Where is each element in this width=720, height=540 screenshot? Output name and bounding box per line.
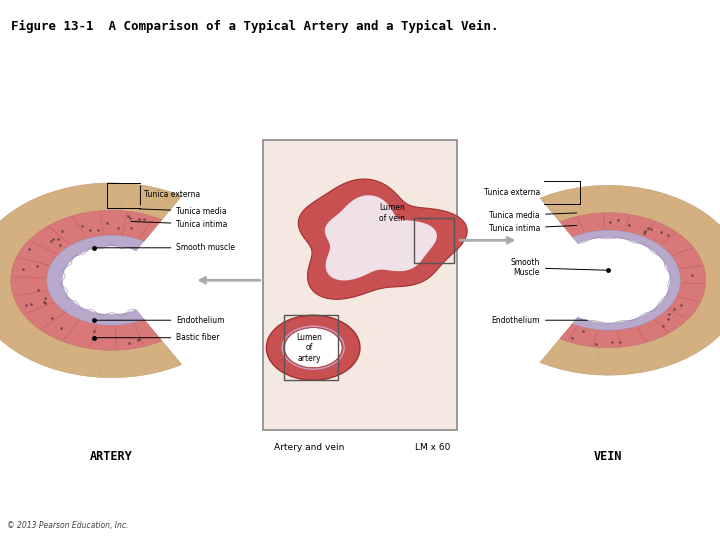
Bar: [414, 218, 454, 263]
Wedge shape: [560, 213, 706, 348]
Text: Endothelium: Endothelium: [492, 316, 588, 325]
Text: Artery and vein: Artery and vein: [274, 443, 344, 451]
Wedge shape: [47, 235, 144, 325]
Text: Tunica externa: Tunica externa: [144, 190, 200, 199]
Text: Tunica externa: Tunica externa: [484, 188, 540, 197]
Text: ARTERY: ARTERY: [90, 450, 133, 463]
Polygon shape: [325, 195, 437, 280]
Wedge shape: [572, 230, 680, 330]
Circle shape: [266, 315, 360, 380]
Text: LM x 60: LM x 60: [415, 443, 450, 451]
Text: Tunica media: Tunica media: [490, 211, 577, 220]
Text: © 2013 Pearson Education, Inc.: © 2013 Pearson Education, Inc.: [7, 521, 129, 530]
Text: VEIN: VEIN: [594, 450, 623, 463]
Text: Figure 13-1  A Comparison of a Typical Artery and a Typical Vein.: Figure 13-1 A Comparison of a Typical Ar…: [11, 20, 498, 33]
Wedge shape: [0, 183, 182, 377]
Text: Endothelium: Endothelium: [96, 316, 225, 325]
Circle shape: [284, 328, 342, 368]
Wedge shape: [540, 185, 720, 375]
Wedge shape: [577, 238, 670, 323]
Bar: [263, 140, 457, 430]
Text: Smooth
Muscle: Smooth Muscle: [510, 258, 606, 278]
Text: Tunica intima: Tunica intima: [489, 224, 577, 233]
Text: Smooth muscle: Smooth muscle: [96, 244, 235, 252]
Text: Lumen
of
artery: Lumen of artery: [297, 333, 323, 362]
Text: Lumen
of vein: Lumen of vein: [379, 203, 405, 222]
Polygon shape: [298, 179, 467, 299]
Text: Tunica intima: Tunica intima: [131, 220, 228, 229]
Text: Bastic fiber: Bastic fiber: [96, 333, 220, 342]
Bar: [284, 315, 338, 380]
Text: Tunica media: Tunica media: [140, 207, 227, 216]
Wedge shape: [63, 246, 136, 314]
Wedge shape: [11, 210, 162, 350]
